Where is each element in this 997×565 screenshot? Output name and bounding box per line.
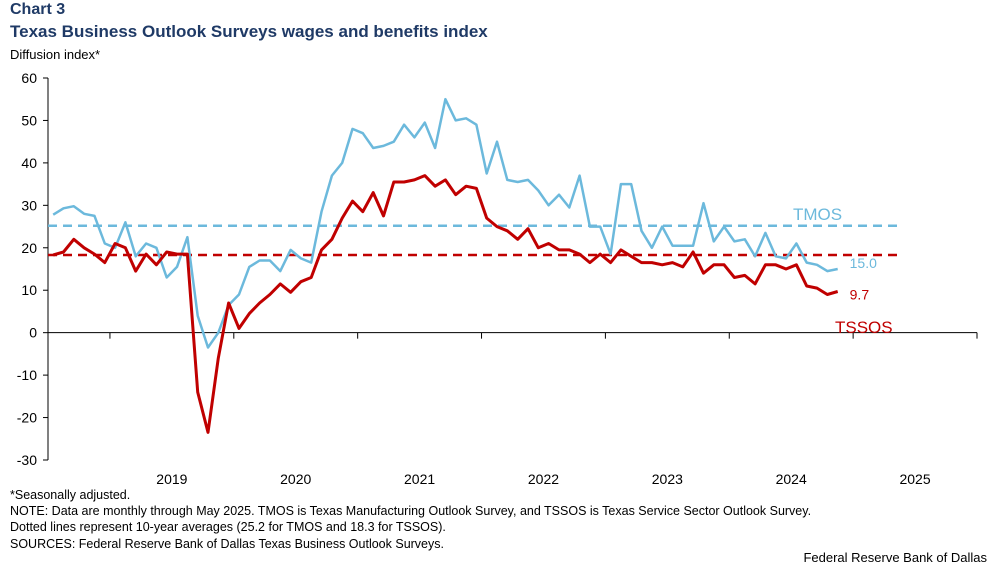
chart-label: Chart 3 bbox=[10, 1, 66, 18]
tssos-series-line bbox=[52, 174, 839, 434]
y-tick-label: 40 bbox=[21, 155, 37, 171]
y-tick-label: 60 bbox=[21, 70, 37, 86]
x-tick-label: 2022 bbox=[528, 471, 559, 487]
y-axis-label: Diffusion index* bbox=[10, 47, 101, 62]
y-tick-label: 10 bbox=[21, 282, 37, 298]
note-data: NOTE: Data are monthly through May 2025.… bbox=[10, 504, 812, 519]
y-tick-label: 50 bbox=[21, 112, 37, 128]
chart-notes: *Seasonally adjusted. NOTE: Data are mon… bbox=[10, 487, 811, 552]
tmos-series-label: TMOS bbox=[793, 205, 842, 224]
line-chart: 60 50 40 30 20 10 0 -10 -20 -30 2019 2020 2021 2022 20… bbox=[17, 70, 978, 487]
x-tick-label: 2020 bbox=[280, 471, 311, 487]
tssos-series-label: TSSOS bbox=[835, 318, 893, 337]
chart-title: Texas Business Outlook Surveys wages and… bbox=[10, 22, 488, 41]
tmos-end-label: 15.0 bbox=[850, 255, 877, 271]
y-tick-label: -10 bbox=[17, 367, 37, 383]
note-sources: SOURCES: Federal Reserve Bank of Dallas … bbox=[10, 536, 444, 551]
y-tick-label: 0 bbox=[29, 325, 37, 341]
x-tick-label: 2024 bbox=[776, 471, 807, 487]
y-tick-label: -20 bbox=[17, 410, 37, 426]
tssos-end-label: 9.7 bbox=[850, 286, 870, 302]
y-tick-label: 20 bbox=[21, 240, 37, 256]
x-tick-label: 2021 bbox=[404, 471, 435, 487]
y-tick-label: 30 bbox=[21, 197, 37, 213]
note-seasonal: *Seasonally adjusted. bbox=[10, 488, 131, 502]
credit-text: Federal Reserve Bank of Dallas bbox=[803, 550, 987, 565]
x-tick-label: 2023 bbox=[652, 471, 683, 487]
note-averages: Dotted lines represent 10-year averages … bbox=[10, 520, 446, 535]
x-tick-label: 2019 bbox=[156, 471, 187, 487]
x-tick-label: 2025 bbox=[899, 471, 930, 487]
tmos-series-line bbox=[52, 97, 838, 349]
y-tick-label: -30 bbox=[17, 452, 37, 468]
